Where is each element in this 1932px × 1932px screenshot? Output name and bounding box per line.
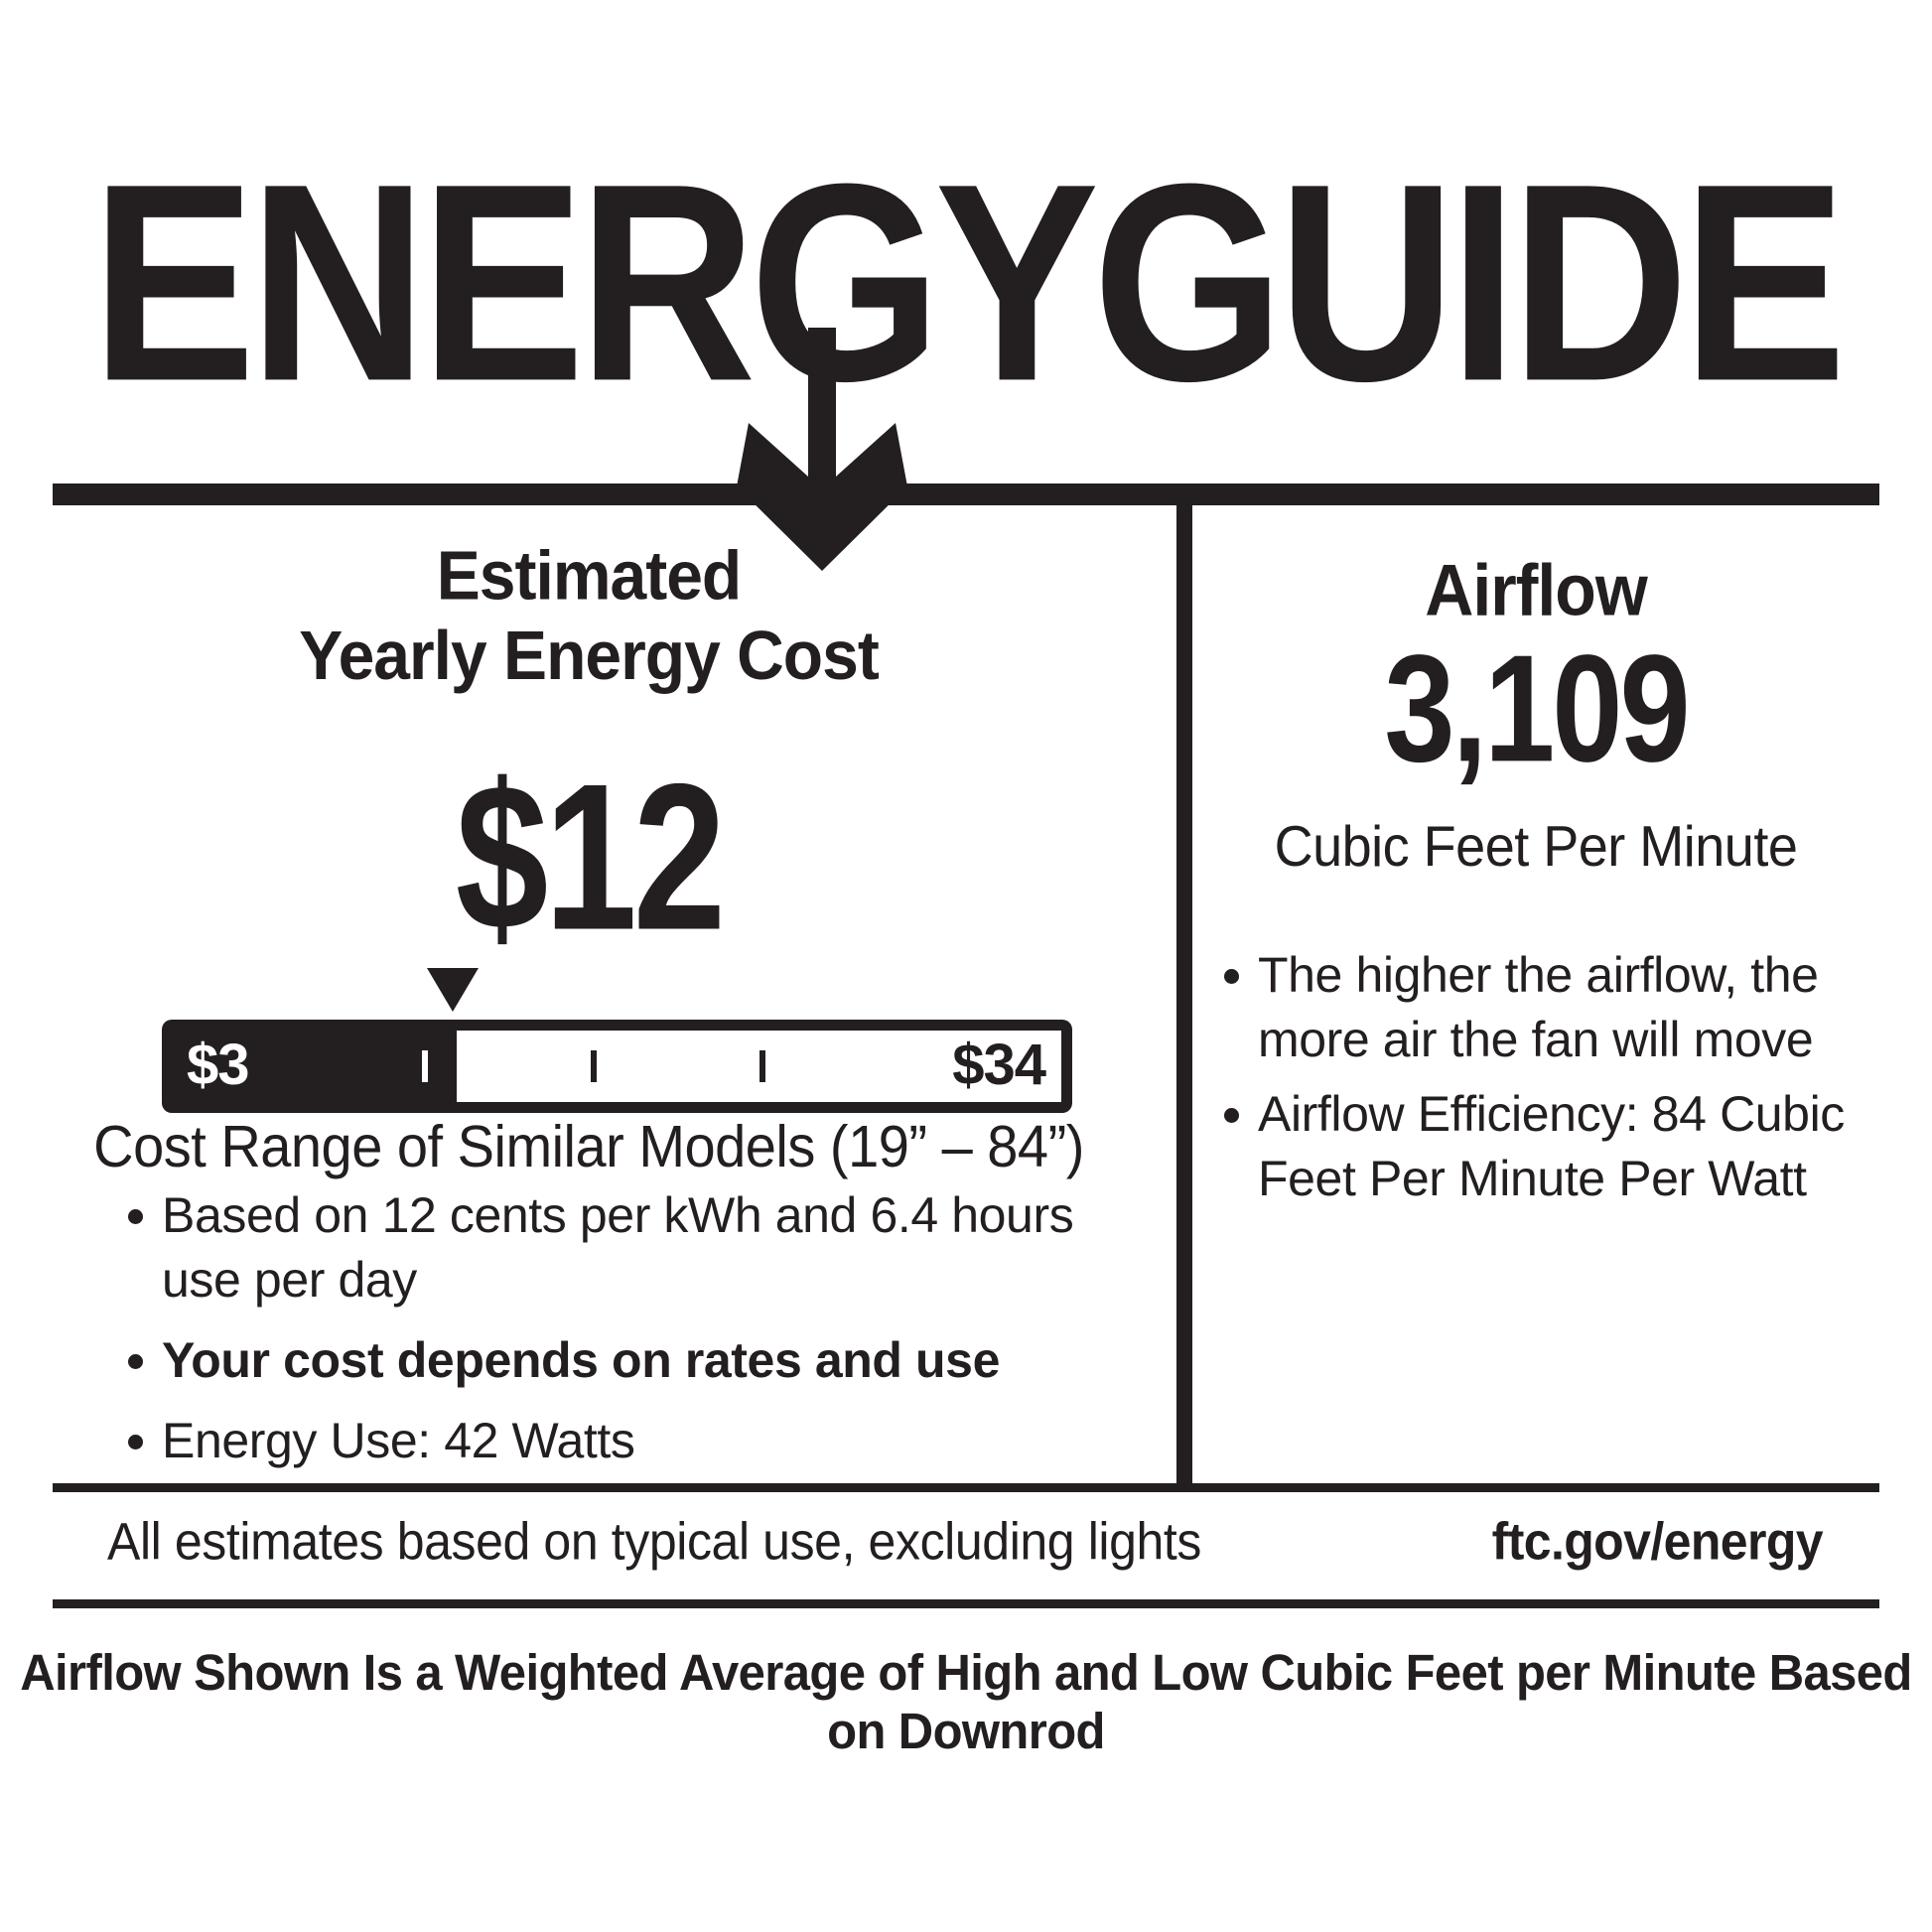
airflow-heading: Airflow [1425,549,1647,631]
list-item: Based on 12 cents per kWh and 6.4 hours … [114,1183,1157,1312]
list-item: Your cost depends on rates and use [114,1328,1157,1393]
rule-top [53,483,1879,505]
estimated-cost-heading-line2: Yearly Energy Cost [299,616,880,694]
brand-wordmark: ENERGYGUIDE [91,126,1847,441]
cost-range-caption: Cost Range of Similar Models (19” – 84”) [93,1113,1084,1179]
cost-range-scale: $3 $34 [162,968,1072,1113]
cost-range-max-label: $34 [952,1032,1046,1097]
cost-range-tick [421,1050,428,1082]
down-arrow-icon [737,328,907,571]
bottom-disclaimer: Airflow Shown Is a Weighted Average of H… [20,1645,1912,1760]
rule-bottom [53,1599,1879,1608]
masthead: ENERGYGUIDE [0,143,1932,425]
right-bullet-list: The higher the airflow, the more air the… [1210,943,1865,1221]
ftc-url[interactable]: ftc.gov/energy [1491,1512,1824,1571]
cost-range-tick [590,1050,597,1082]
rule-middle [53,1483,1879,1492]
cost-range-marker-icon [427,968,480,1012]
airflow-value: 3,109 [1384,623,1690,794]
list-item: Airflow Efficiency: 84 Cubic Feet Per Mi… [1210,1082,1865,1211]
estimated-cost-panel: Estimated Yearly Energy Cost $12 $3 $34 … [53,516,1176,1483]
cost-range-tick [759,1050,765,1082]
cost-range-bar: $3 $34 [162,1020,1072,1113]
estimated-cost-value: $12 [455,740,726,974]
list-item: Energy Use: 42 Watts [114,1409,1157,1473]
estimated-cost-heading: Estimated Yearly Energy Cost [53,536,1125,696]
estimated-cost-heading-line1: Estimated [436,536,742,615]
airflow-panel: Airflow 3,109 Cubic Feet Per Minute The … [1192,516,1879,1483]
airflow-units-label: Cubic Feet Per Minute [1274,815,1798,879]
column-divider [1176,505,1192,1483]
footer-note: All estimates based on typical use, excl… [107,1512,1202,1571]
list-item: The higher the airflow, the more air the… [1210,943,1865,1072]
left-bullet-list: Based on 12 cents per kWh and 6.4 hours … [114,1183,1157,1489]
cost-range-min-label: $3 [187,1032,250,1097]
cost-range-fill [173,1031,458,1102]
